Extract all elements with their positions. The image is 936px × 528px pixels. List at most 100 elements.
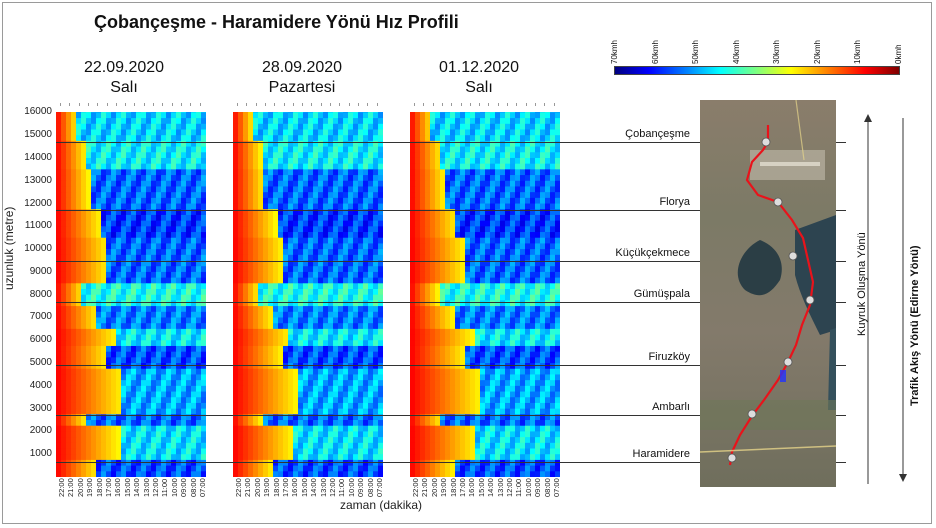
top-tick	[348, 103, 350, 106]
heatmap-cell	[166, 323, 172, 330]
heatmap-cell	[308, 180, 314, 187]
heatmap-cell	[258, 283, 264, 290]
heatmap-cell	[66, 271, 72, 279]
heatmap-cell	[71, 146, 77, 153]
heatmap-cell	[323, 260, 329, 267]
heatmap-cell	[470, 277, 476, 284]
heatmap-cell	[313, 277, 319, 284]
heatmap-cell	[278, 397, 284, 404]
heatmap-cell	[450, 203, 456, 210]
heatmap-cell	[363, 471, 369, 477]
heatmap-cell	[333, 454, 339, 461]
heatmap-cell	[368, 317, 374, 324]
heatmap-cell	[71, 420, 77, 427]
heatmap-cell	[298, 254, 304, 262]
heatmap-cell	[318, 203, 324, 210]
heatmap-cell	[258, 414, 264, 421]
heatmap-cell	[353, 306, 359, 313]
heatmap-cell	[480, 118, 486, 125]
heatmap-cell	[106, 146, 112, 153]
heatmap-cell	[460, 271, 466, 279]
heatmap-cell	[263, 226, 269, 233]
heatmap-cell	[338, 357, 344, 364]
heatmap-cell	[126, 300, 132, 307]
heatmap-cell	[368, 254, 374, 262]
heatmap-cell	[510, 112, 516, 119]
heatmap-cell	[378, 351, 383, 358]
heatmap-cell	[283, 420, 289, 427]
heatmap-cell	[363, 260, 369, 267]
heatmap-cell	[146, 340, 152, 347]
heatmap-cell	[273, 454, 279, 461]
heatmap-cell	[288, 448, 294, 455]
heatmap-cell	[343, 192, 349, 199]
heatmap-cell	[298, 471, 304, 477]
heatmap-cell	[243, 471, 249, 477]
heatmap-cell	[450, 254, 456, 262]
heatmap-cell	[425, 192, 431, 199]
heatmap-cell	[61, 374, 67, 381]
heatmap-cell	[303, 334, 309, 341]
heatmap-cell	[186, 300, 192, 307]
heatmap-cell	[161, 420, 167, 427]
heatmap-cell	[373, 397, 379, 404]
heatmap-cell	[166, 271, 172, 279]
heatmap-cell	[96, 465, 102, 472]
heatmap-cell	[186, 397, 192, 404]
heatmap-cell	[96, 135, 102, 142]
heatmap-cell	[535, 118, 541, 125]
heatmap-cell	[368, 180, 374, 187]
heatmap-cell	[61, 408, 67, 415]
heatmap-cell	[288, 465, 294, 472]
heatmap-cell	[116, 283, 122, 290]
heatmap-cell	[288, 317, 294, 324]
heatmap-cell	[126, 123, 132, 130]
heatmap-cell	[328, 266, 334, 273]
heatmap-cell	[318, 465, 324, 472]
heatmap-cell	[131, 431, 137, 438]
heatmap-cell	[363, 169, 369, 176]
heatmap-cell	[161, 431, 167, 438]
heatmap-cell	[131, 112, 137, 119]
heatmap-cell	[435, 157, 441, 165]
heatmap-cell	[61, 146, 67, 153]
heatmap-cell	[328, 306, 334, 313]
heatmap-cell	[308, 163, 314, 170]
heatmap-cell	[248, 442, 254, 450]
heatmap-cell	[545, 112, 551, 119]
heatmap-cell	[268, 437, 274, 444]
heatmap-cell	[258, 237, 264, 244]
heatmap-cell	[303, 437, 309, 444]
heatmap-cell	[545, 192, 551, 199]
heatmap-cell	[76, 203, 82, 210]
heatmap-cell	[66, 157, 72, 165]
heatmap-cell	[293, 448, 299, 455]
heatmap-cell	[136, 380, 142, 387]
heatmap-cell	[318, 334, 324, 341]
heatmap-cell	[343, 402, 349, 410]
heatmap-cell	[176, 471, 182, 477]
heatmap-cell	[358, 220, 364, 227]
heatmap-cell	[146, 180, 152, 187]
heatmap-cell	[500, 152, 506, 159]
heatmap-cell	[363, 129, 369, 136]
heatmap-cell	[263, 249, 269, 256]
heatmap-cell	[545, 169, 551, 176]
heatmap-cell	[425, 152, 431, 159]
heatmap-cell	[430, 129, 436, 136]
heatmap-cell	[530, 140, 536, 148]
heatmap-cell	[465, 214, 471, 222]
heatmap-cell	[378, 397, 383, 404]
heatmap-cell	[293, 300, 299, 307]
heatmap-cell	[440, 192, 446, 199]
heatmap-cell	[363, 294, 369, 301]
heatmap-cell	[116, 380, 122, 387]
heatmap-cell	[460, 163, 466, 170]
heatmap-cell	[368, 203, 374, 210]
heatmap-cell	[333, 271, 339, 279]
heatmap-cell	[263, 135, 269, 142]
heatmap-cell	[166, 374, 172, 381]
heatmap-cell	[171, 380, 177, 387]
heatmap-cell	[66, 414, 72, 421]
heatmap-cell	[475, 135, 481, 142]
